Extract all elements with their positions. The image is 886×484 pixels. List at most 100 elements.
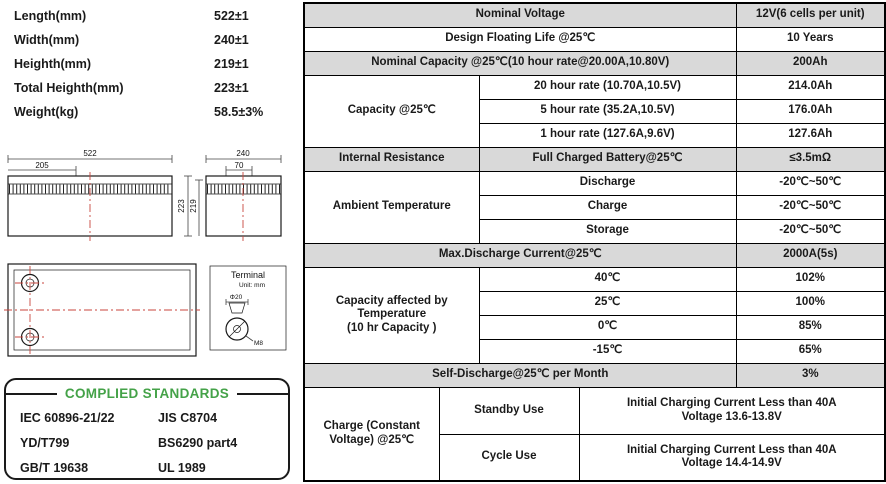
spec-value: Initial Charging Current Less than 40A V… bbox=[578, 386, 886, 435]
spec-label-line: Charge (Constant bbox=[323, 420, 420, 433]
dimension-value: 522±1 bbox=[214, 9, 249, 23]
dimension-row: Width(mm) 240±1 bbox=[14, 28, 300, 52]
container-height-dim: 219 bbox=[189, 199, 198, 213]
spec-value: 100% bbox=[735, 290, 886, 316]
dimension-row: Weight(kg) 58.5±3% bbox=[14, 100, 300, 124]
standards-list: IEC 60896-21/22 JIS C8704 YD/T799 BS6290… bbox=[6, 401, 288, 475]
spec-row-capacity: 1 hour rate (127.6A,9.6V) 127.6Ah bbox=[304, 122, 886, 148]
front-width-dim: 522 bbox=[83, 149, 97, 158]
dimension-label: Length(mm) bbox=[14, 9, 87, 23]
dimension-row: Total Heighth(mm) 223±1 bbox=[14, 76, 300, 100]
standards-header: COMPLIED STANDARDS bbox=[6, 386, 288, 401]
spec-row-nominal-capacity: Nominal Capacity @25℃(10 hour rate@20.00… bbox=[303, 50, 886, 76]
terminal-detail: Terminal Unit: mm Φ20 M8 bbox=[209, 265, 287, 351]
front-terminal-spacing-dim: 205 bbox=[35, 161, 49, 170]
spec-sub-label: Standby Use bbox=[438, 386, 580, 435]
standards-title: COMPLIED STANDARDS bbox=[64, 386, 230, 401]
standard-item: UL 1989 bbox=[158, 461, 206, 475]
spec-value-line: Initial Charging Current Less than 40A bbox=[626, 443, 837, 456]
spec-value: -20℃~50℃ bbox=[735, 170, 886, 196]
dimension-label: Weight(kg) bbox=[14, 105, 79, 119]
spec-value: -20℃~50℃ bbox=[735, 218, 886, 244]
spec-table: Nominal Voltage 12V(6 cells per unit) De… bbox=[303, 2, 886, 482]
spec-value: 127.6Ah bbox=[735, 122, 886, 148]
terminal-diameter-dim: Φ20 bbox=[230, 294, 243, 301]
spec-value: 85% bbox=[735, 314, 886, 340]
spec-sub-label: 5 hour rate (35.2A,10.5V) bbox=[478, 98, 737, 124]
spec-value: 12V(6 cells per unit) bbox=[735, 2, 886, 28]
spec-label: Charge (Constant Voltage) @25℃ bbox=[303, 386, 440, 482]
standard-item: BS6290 part4 bbox=[158, 436, 238, 450]
spec-label: Internal Resistance bbox=[303, 146, 480, 172]
spec-row-capacity: Capacity @25℃ 20 hour rate (10.70A,10.5V… bbox=[303, 74, 886, 148]
top-view bbox=[4, 263, 200, 357]
spec-row-capacity-temp: 25℃ 100% bbox=[304, 290, 886, 316]
spec-row-capacity-temp: 0℃ 85% bbox=[304, 314, 886, 340]
spec-row-nominal-voltage: Nominal Voltage 12V(6 cells per unit) bbox=[303, 2, 886, 28]
spec-sub-label: 20 hour rate (10.70A,10.5V) bbox=[478, 74, 737, 100]
spec-value: 102% bbox=[735, 266, 886, 292]
spec-row-ambient: Storage -20℃~50℃ bbox=[304, 218, 886, 244]
spec-sub-label: Cycle Use bbox=[438, 433, 580, 482]
terminal-thread-dim: M8 bbox=[254, 340, 263, 347]
spec-row-internal-resistance: Internal Resistance Full Charged Battery… bbox=[303, 146, 886, 172]
spec-value-line: Voltage 14.4-14.9V bbox=[681, 457, 782, 470]
spec-value: 65% bbox=[735, 338, 886, 364]
spec-label: Capacity @25℃ bbox=[303, 74, 480, 148]
side-terminal-spacing-dim: 70 bbox=[235, 161, 244, 170]
spec-value: 214.0Ah bbox=[735, 74, 886, 100]
spec-sub-label: Storage bbox=[478, 218, 737, 244]
spec-value: ≤3.5mΩ bbox=[735, 146, 886, 172]
dimension-row: Heighth(mm) 219±1 bbox=[14, 52, 300, 76]
spec-label-line: Temperature bbox=[357, 308, 427, 321]
dimension-label: Heighth(mm) bbox=[14, 57, 92, 71]
spec-value: 200Ah bbox=[735, 50, 886, 76]
side-width-dim: 240 bbox=[236, 149, 250, 158]
spec-label: Self-Discharge@25℃ per Month bbox=[303, 362, 737, 388]
spec-label: Design Floating Life @25℃ bbox=[303, 26, 737, 52]
spec-label-line: (10 hr Capacity ) bbox=[347, 321, 437, 334]
dimension-label: Total Heighth(mm) bbox=[14, 81, 124, 95]
standard-item: GB/T 19638 bbox=[20, 461, 89, 475]
spec-row-capacity: 5 hour rate (35.2A,10.5V) 176.0Ah bbox=[304, 98, 886, 124]
spec-label-line: Capacity affected by bbox=[335, 294, 448, 307]
spec-row-charge: Charge (Constant Voltage) @25℃ Standby U… bbox=[303, 386, 886, 482]
spec-row-capacity-temp: Capacity affected by Temperature (10 hr … bbox=[303, 266, 886, 364]
spec-label: Capacity affected by Temperature (10 hr … bbox=[303, 266, 480, 364]
spec-label-line: Voltage) @25℃ bbox=[329, 433, 415, 446]
spec-label: Nominal Voltage bbox=[303, 2, 737, 28]
spec-row-capacity-temp: -15℃ 65% bbox=[304, 338, 886, 364]
spec-sub-label: 1 hour rate (127.6A,9.6V) bbox=[478, 122, 737, 148]
spec-sub-label: -15℃ bbox=[478, 338, 737, 364]
spec-sub-label: 0℃ bbox=[478, 314, 737, 340]
terminal-post-shape bbox=[228, 302, 246, 314]
spec-value-line: Initial Charging Current Less than 40A bbox=[626, 396, 837, 409]
spec-sub-label: Discharge bbox=[478, 170, 737, 196]
dimension-value: 223±1 bbox=[214, 81, 249, 95]
spec-sub-label: 25℃ bbox=[478, 290, 737, 316]
terminal-title: Terminal bbox=[231, 270, 265, 280]
spec-row-max-discharge: Max.Discharge Current@25℃ 2000A(5s) bbox=[303, 242, 886, 268]
divider-line bbox=[6, 392, 57, 395]
standards-box: COMPLIED STANDARDS IEC 60896-21/22 JIS C… bbox=[4, 378, 290, 480]
height-dimensions: 223 219 bbox=[177, 175, 203, 237]
dimension-row: Length(mm) 522±1 bbox=[14, 4, 300, 28]
total-height-dim: 223 bbox=[177, 199, 186, 213]
spec-value: 2000A(5s) bbox=[735, 242, 886, 268]
spec-value: -20℃~50℃ bbox=[735, 194, 886, 220]
spec-row-ambient: Charge -20℃~50℃ bbox=[304, 194, 886, 220]
spec-value-line: Voltage 13.6-13.8V bbox=[681, 410, 782, 423]
spec-row-self-discharge: Self-Discharge@25℃ per Month 3% bbox=[303, 362, 886, 388]
dimension-list: Length(mm) 522±1 Width(mm) 240±1 Heighth… bbox=[14, 4, 300, 124]
dimension-value: 219±1 bbox=[214, 57, 249, 71]
spec-row-floating-life: Design Floating Life @25℃ 10 Years bbox=[303, 26, 886, 52]
standard-item: IEC 60896-21/22 bbox=[20, 411, 115, 425]
dimension-label: Width(mm) bbox=[14, 33, 80, 47]
spec-label: Nominal Capacity @25℃(10 hour rate@20.00… bbox=[303, 50, 737, 76]
top-view-drawing: Terminal Unit: mm Φ20 M8 bbox=[4, 263, 287, 357]
spec-value: 3% bbox=[735, 362, 886, 388]
spec-value: Initial Charging Current Less than 40A V… bbox=[578, 433, 886, 482]
spec-value: 10 Years bbox=[735, 26, 886, 52]
standard-item: JIS C8704 bbox=[158, 411, 218, 425]
